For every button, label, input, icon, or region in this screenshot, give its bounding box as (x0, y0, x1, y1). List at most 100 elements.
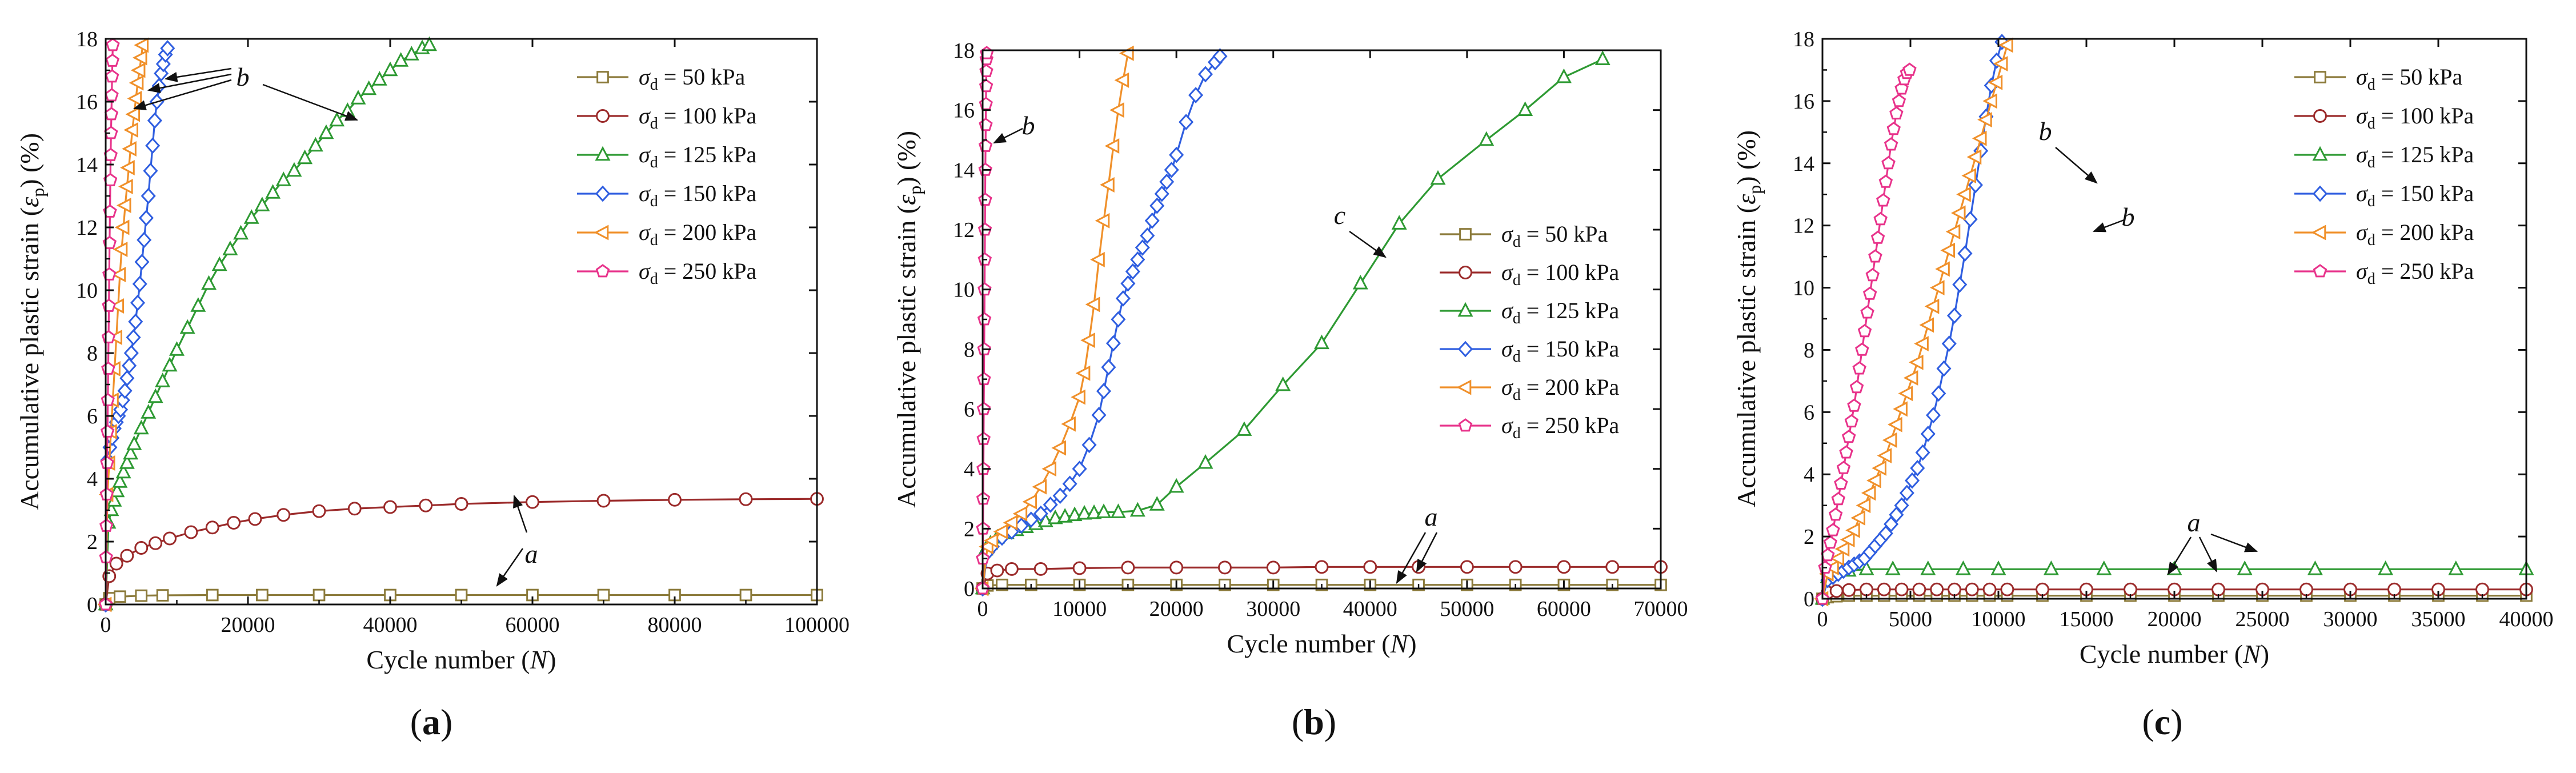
data-point (206, 588, 219, 602)
data-point (1043, 496, 1058, 513)
data-point (1962, 211, 1978, 228)
data-point (329, 111, 345, 127)
data-point (100, 424, 115, 438)
data-point (122, 357, 137, 374)
data-point (1829, 550, 1845, 566)
series-125-kpa (98, 36, 437, 611)
data-point (1894, 497, 1909, 514)
data-point (1920, 426, 1936, 442)
legend-label: σd = 50 kPa (639, 64, 746, 94)
data-point (1998, 37, 2013, 53)
x-tick-label: 60000 (506, 613, 560, 637)
x-tick-label: 30000 (1246, 597, 1300, 621)
data-point (1905, 472, 1920, 489)
data-point (162, 357, 178, 372)
data-point (318, 124, 334, 139)
y-tick-label: 14 (1793, 152, 1814, 176)
data-point (1111, 311, 1126, 328)
data-point (1101, 359, 1116, 376)
data-point (1096, 503, 1112, 518)
data-point (128, 313, 143, 330)
x-tick-label: 35000 (2411, 607, 2466, 631)
legend-label: σd = 250 kPa (639, 258, 757, 288)
data-point (1047, 509, 1063, 524)
data-point (1517, 101, 1533, 116)
data-point (122, 141, 137, 157)
annotation-label: b (2039, 117, 2052, 146)
data-point (1188, 87, 1204, 103)
annotation-label: a (525, 539, 538, 568)
data-point (101, 392, 115, 406)
legend-marker (594, 225, 609, 241)
data-point (1940, 242, 1956, 258)
data-point (119, 370, 135, 387)
data-point (1125, 263, 1140, 280)
data-point (1109, 102, 1124, 118)
y-axis-label: Accumulative plastic strain (εp) (%) (15, 133, 48, 510)
data-point (1168, 478, 1184, 493)
data-point (1067, 506, 1083, 522)
data-point (1140, 227, 1155, 244)
data-point (1033, 562, 1048, 576)
data-point (993, 524, 1008, 540)
legend-marker (595, 185, 611, 202)
chart-panel-b: 0 10000 20000 30000 40000 50000 60000 70000 0 2 4 6… (892, 39, 1688, 742)
y-tick-label: 18 (76, 27, 98, 51)
data-point (123, 122, 138, 138)
legend-marker (1456, 379, 1472, 395)
data-point (596, 494, 611, 508)
y-tick-label: 14 (953, 158, 975, 182)
legend: σd = 50 kPa σd = 100 kPa σd = 125 kPa σd = … (577, 64, 757, 288)
x-tick-label: 15000 (2060, 607, 2114, 631)
data-point (1860, 305, 1874, 319)
data-point (1823, 535, 1838, 549)
x-tick-label: 10000 (1972, 607, 2026, 631)
x-tick-label: 25000 (2236, 607, 2290, 631)
data-point (1845, 522, 1860, 538)
data-point (2237, 560, 2253, 575)
data-point (1164, 162, 1179, 178)
data-point (1557, 560, 1571, 574)
data-point (1460, 560, 1474, 574)
data-point (130, 62, 146, 78)
data-point (1266, 560, 1280, 575)
data-point (222, 241, 238, 255)
data-point (1831, 491, 1845, 506)
data-point (2448, 560, 2464, 575)
data-point (1120, 275, 1136, 292)
x-tick-label: 70000 (1634, 597, 1688, 621)
y-tick-label: 8 (87, 342, 98, 366)
annotation-arrow (1396, 532, 1427, 584)
data-point (307, 137, 323, 152)
data-point (1884, 137, 1898, 151)
legend-marker (1459, 266, 1472, 279)
data-point (105, 88, 119, 102)
y-tick-label: 4 (964, 458, 975, 482)
data-point (1852, 361, 1866, 375)
legend-label: σd = 150 kPa (2356, 181, 2474, 210)
y-tick-label: 12 (1793, 214, 1814, 238)
series-line (1821, 41, 2003, 599)
y-tick-label: 10 (1793, 277, 1814, 301)
data-point (99, 487, 114, 500)
data-point (1856, 498, 1871, 514)
data-point (1966, 149, 1982, 165)
annotation-arrow (992, 127, 1023, 144)
y-tick-label: 12 (953, 218, 975, 242)
data-point (102, 298, 116, 312)
x-tick-label: 100000 (784, 613, 850, 637)
data-point (1197, 454, 1213, 469)
data-point (382, 61, 398, 77)
data-point (1993, 56, 2008, 72)
data-point (1236, 421, 1252, 436)
data-point (1022, 494, 1037, 510)
legend: σd = 50 kPa σd = 100 kPa σd = 125 kPa σd = … (2294, 64, 2474, 288)
data-point (123, 345, 139, 362)
data-point (1876, 193, 1890, 207)
data-point (1878, 174, 1893, 188)
x-tick-label: 0 (101, 613, 111, 637)
annotation-label: b (2122, 202, 2135, 231)
data-point (1430, 170, 1446, 185)
data-point (277, 508, 291, 522)
annotation-b: b (992, 111, 1035, 144)
